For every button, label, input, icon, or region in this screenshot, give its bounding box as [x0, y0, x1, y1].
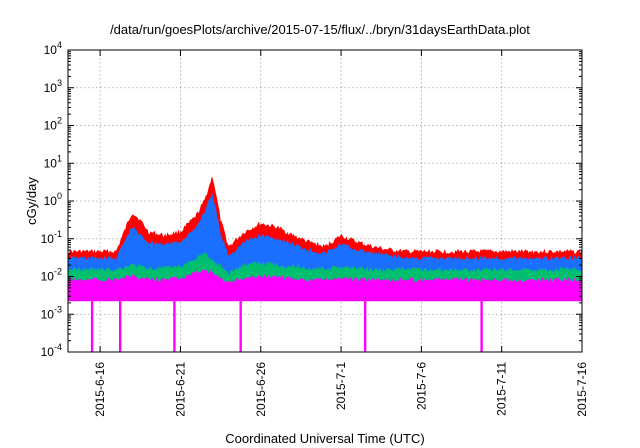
- chart-title: /data/run/goesPlots/archive/2015-07-15/f…: [110, 22, 530, 37]
- x-tick-label: 2015-7-1: [334, 362, 348, 410]
- baseline-band: [68, 297, 582, 302]
- dropout-spike: [173, 299, 176, 352]
- x-tick-label: 2015-7-6: [414, 362, 428, 410]
- dropout-spike: [119, 299, 122, 352]
- x-tick-label: 2015-6-26: [254, 362, 268, 417]
- x-tick-label: 2015-7-16: [575, 362, 589, 417]
- y-tick-label: 103: [44, 78, 62, 95]
- y-tick-label: 10-1: [41, 229, 62, 246]
- y-tick-label: 100: [44, 191, 62, 208]
- y-tick-label: 102: [44, 116, 62, 133]
- y-tick-label: 10-4: [41, 342, 62, 359]
- y-axis-label: cGy/day: [24, 177, 39, 225]
- y-tick-label: 104: [44, 40, 62, 57]
- series-area-3: [67, 268, 583, 300]
- y-tick-label: 10-2: [41, 267, 62, 284]
- dropout-spike: [90, 299, 94, 352]
- x-tick-label: 2015-7-11: [495, 362, 509, 416]
- x-tick-label: 2015-6-21: [173, 362, 187, 417]
- dropout-spike: [363, 299, 367, 352]
- y-tick-label: 101: [44, 153, 62, 170]
- x-tick-label: 2015-6-16: [93, 362, 107, 417]
- x-axis-label: Coordinated Universal Time (UTC): [225, 431, 424, 446]
- grid: [68, 50, 582, 352]
- series-layer: [67, 176, 583, 352]
- y-tick-label: 10-3: [41, 304, 62, 321]
- dropout-spike: [239, 299, 242, 352]
- ticks: 10-4 10-3 10-2 10-1 100 101 102 103 104 2015-6-16…: [41, 40, 589, 417]
- dropout-spike: [480, 299, 483, 352]
